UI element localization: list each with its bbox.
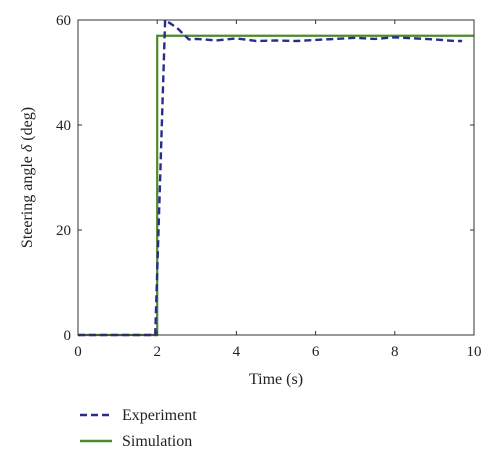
y-axis-label-suffix: (deg) bbox=[19, 107, 36, 145]
x-tick-label: 2 bbox=[153, 344, 161, 360]
y-tick-label: 40 bbox=[56, 118, 71, 134]
legend-label-simulation: Simulation bbox=[122, 433, 192, 450]
y-axis-label-symbol: δ bbox=[19, 144, 36, 152]
axes-frame bbox=[77, 19, 475, 336]
legend-label-experiment: Experiment bbox=[122, 407, 197, 424]
legend: Experiment Simulation bbox=[80, 407, 197, 450]
x-tick-label: 4 bbox=[233, 344, 241, 360]
y-tick-label: 20 bbox=[56, 223, 71, 239]
ticks-layer: 0 2 4 6 8 10 0 20 40 60 bbox=[56, 13, 482, 360]
y-tick-label: 60 bbox=[56, 13, 71, 29]
y-tick-label: 0 bbox=[64, 328, 72, 344]
y-axis-label: Steering angle δ (deg) bbox=[19, 107, 36, 248]
x-axis-label: Time (s) bbox=[249, 371, 303, 388]
x-tick-label: 10 bbox=[467, 344, 482, 360]
x-tick-label: 0 bbox=[74, 344, 82, 360]
series-layer bbox=[78, 17, 474, 337]
series-line-experiment bbox=[78, 17, 463, 337]
x-tick-label: 8 bbox=[391, 344, 399, 360]
x-tick-label: 6 bbox=[312, 344, 320, 360]
y-axis-label-prefix: Steering angle bbox=[19, 152, 36, 248]
series-line-simulation bbox=[78, 34, 474, 337]
